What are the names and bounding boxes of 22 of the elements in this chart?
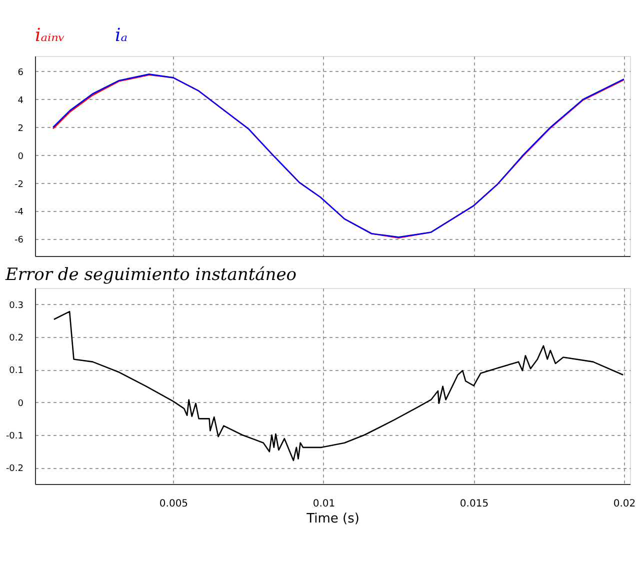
series-label: iₐ — [115, 25, 128, 46]
y-tick-label: -2 — [14, 180, 24, 190]
y-tick-label: -0.2 — [6, 464, 24, 474]
y-tick-label: -0.1 — [6, 432, 24, 442]
x-tick-label: 0.015 — [460, 498, 489, 510]
y-tick-label: 0 — [18, 152, 24, 162]
y-tick-label: 0 — [18, 398, 24, 409]
chart-title: Error de seguimiento instantáneo — [4, 265, 297, 285]
y-tick-label: 0.2 — [9, 334, 24, 344]
y-tick-label: -4 — [14, 208, 24, 218]
y-tick-label: 6 — [18, 68, 24, 78]
y-tick-label: 4 — [18, 96, 24, 106]
x-tick-label: 0.02 — [613, 498, 636, 510]
y-tick-label: 0.3 — [9, 300, 24, 311]
text: iₐᵢₙᵥ — [35, 25, 66, 46]
y-tick-label: 0.1 — [9, 366, 24, 376]
y-tick-label: -6 — [14, 236, 24, 246]
x-tick-label: 0.005 — [159, 498, 188, 510]
x-axis-title: Time (s) — [306, 512, 360, 526]
line-series — [53, 310, 624, 462]
x-tick-label: 0.01 — [312, 498, 336, 510]
y-tick-label: 2 — [18, 124, 24, 134]
